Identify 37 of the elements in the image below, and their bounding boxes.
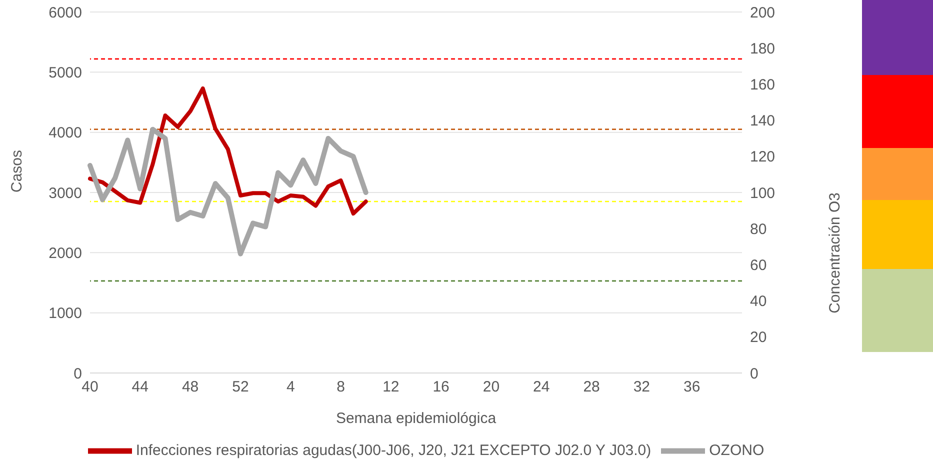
y2-tick-label: 140 — [750, 112, 776, 130]
y2-tick-label: 60 — [750, 257, 767, 274]
y-tick-label: 4000 — [48, 124, 82, 142]
x-tick-label: 16 — [432, 378, 450, 396]
y-tick-label: 2000 — [48, 244, 82, 262]
x-tick-label: 52 — [232, 378, 249, 396]
y2-tick-label: 160 — [750, 76, 776, 94]
legend-label: Infecciones respiratorias agudas(J00-J06, J20, J21 EXCEPTO J02.0 Y J03.0) — [136, 442, 652, 459]
line-series — [88, 86, 368, 216]
y-axis-title: Casos — [8, 150, 26, 192]
y-tick-label: 1000 — [48, 305, 82, 322]
x-tick-label: 44 — [132, 378, 148, 396]
x-tick-label: 48 — [182, 378, 199, 396]
y-tick-label: 3000 — [48, 184, 82, 202]
y-tick-label: 6000 — [48, 4, 82, 22]
x-tick-label: 40 — [82, 378, 98, 396]
y-tick-label: 0 — [74, 365, 82, 382]
x-tick-label: 32 — [633, 378, 650, 396]
x-axis-title: Semana epidemiológica — [336, 410, 497, 427]
y2-tick-label: 200 — [750, 4, 776, 22]
y2-tick-label: 20 — [750, 329, 767, 346]
y2-tick-label: 180 — [750, 40, 776, 58]
x-tick-label: 12 — [382, 378, 400, 396]
y2-tick-label: 120 — [750, 148, 776, 166]
y2-tick-label: 0 — [750, 365, 758, 382]
y2-axis-title: Concentración O3 — [826, 192, 844, 314]
x-tick-label: 20 — [482, 378, 500, 396]
x-tick-label: 4 — [286, 378, 295, 396]
legend-label: OZONO — [709, 442, 764, 459]
y2-tick-label: 100 — [750, 184, 776, 202]
y2-tick-label: 40 — [750, 293, 767, 310]
x-tick-label: 36 — [684, 378, 700, 396]
x-tick-label: 28 — [583, 378, 600, 396]
y-tick-label: 5000 — [48, 64, 82, 82]
x-tick-label: 8 — [336, 378, 345, 396]
y2-tick-label: 80 — [750, 220, 767, 238]
x-tick-label: 24 — [533, 378, 550, 396]
